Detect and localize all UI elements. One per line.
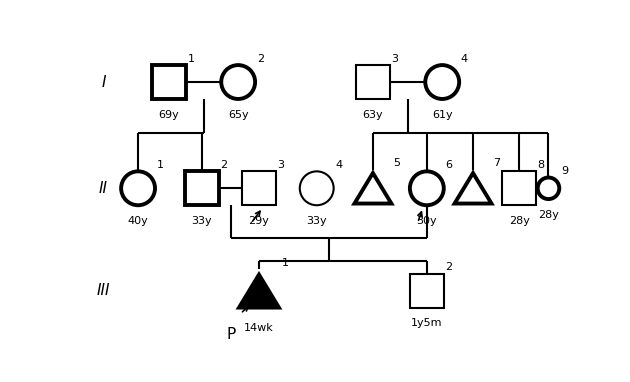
Text: 29y: 29y [248,216,270,226]
Text: 4: 4 [335,160,342,170]
Text: 9: 9 [561,166,568,176]
Text: 8: 8 [537,160,545,170]
Circle shape [425,65,459,99]
Text: 40y: 40y [128,216,149,226]
Text: 14wk: 14wk [244,323,274,333]
Text: III: III [96,283,110,298]
Circle shape [221,65,255,99]
Bar [152,65,186,99]
Text: 4: 4 [461,53,468,63]
Text: 5: 5 [393,158,400,168]
Text: 61y: 61y [432,110,452,120]
Text: 1y5m: 1y5m [411,319,442,329]
Bar [410,274,444,308]
Bar [502,172,536,205]
Bar [185,172,219,205]
Text: II: II [99,181,108,196]
Polygon shape [355,173,391,204]
Text: 33y: 33y [306,216,327,226]
Circle shape [538,178,559,199]
Bar [356,65,390,99]
Bar [242,172,276,205]
Text: P: P [227,327,236,342]
Text: 3: 3 [277,160,285,170]
Text: I: I [101,74,106,89]
Circle shape [121,172,155,205]
Text: 33y: 33y [192,216,212,226]
Text: 2: 2 [220,160,227,170]
Text: 1: 1 [187,53,194,63]
Text: 7: 7 [493,158,500,168]
Polygon shape [454,173,491,204]
Text: 28y: 28y [538,210,559,220]
Text: 1: 1 [282,257,289,268]
Text: 1: 1 [156,160,164,170]
Text: 3: 3 [391,53,398,63]
Text: 65y: 65y [228,110,248,120]
Text: 2: 2 [445,262,452,272]
Text: 28y: 28y [509,216,530,226]
Text: 69y: 69y [159,110,180,120]
Circle shape [410,172,444,205]
Text: 30y: 30y [416,216,437,226]
Circle shape [300,172,334,205]
Text: 6: 6 [445,160,452,170]
Text: 63y: 63y [363,110,383,120]
Polygon shape [238,273,280,309]
Text: 2: 2 [256,53,264,63]
